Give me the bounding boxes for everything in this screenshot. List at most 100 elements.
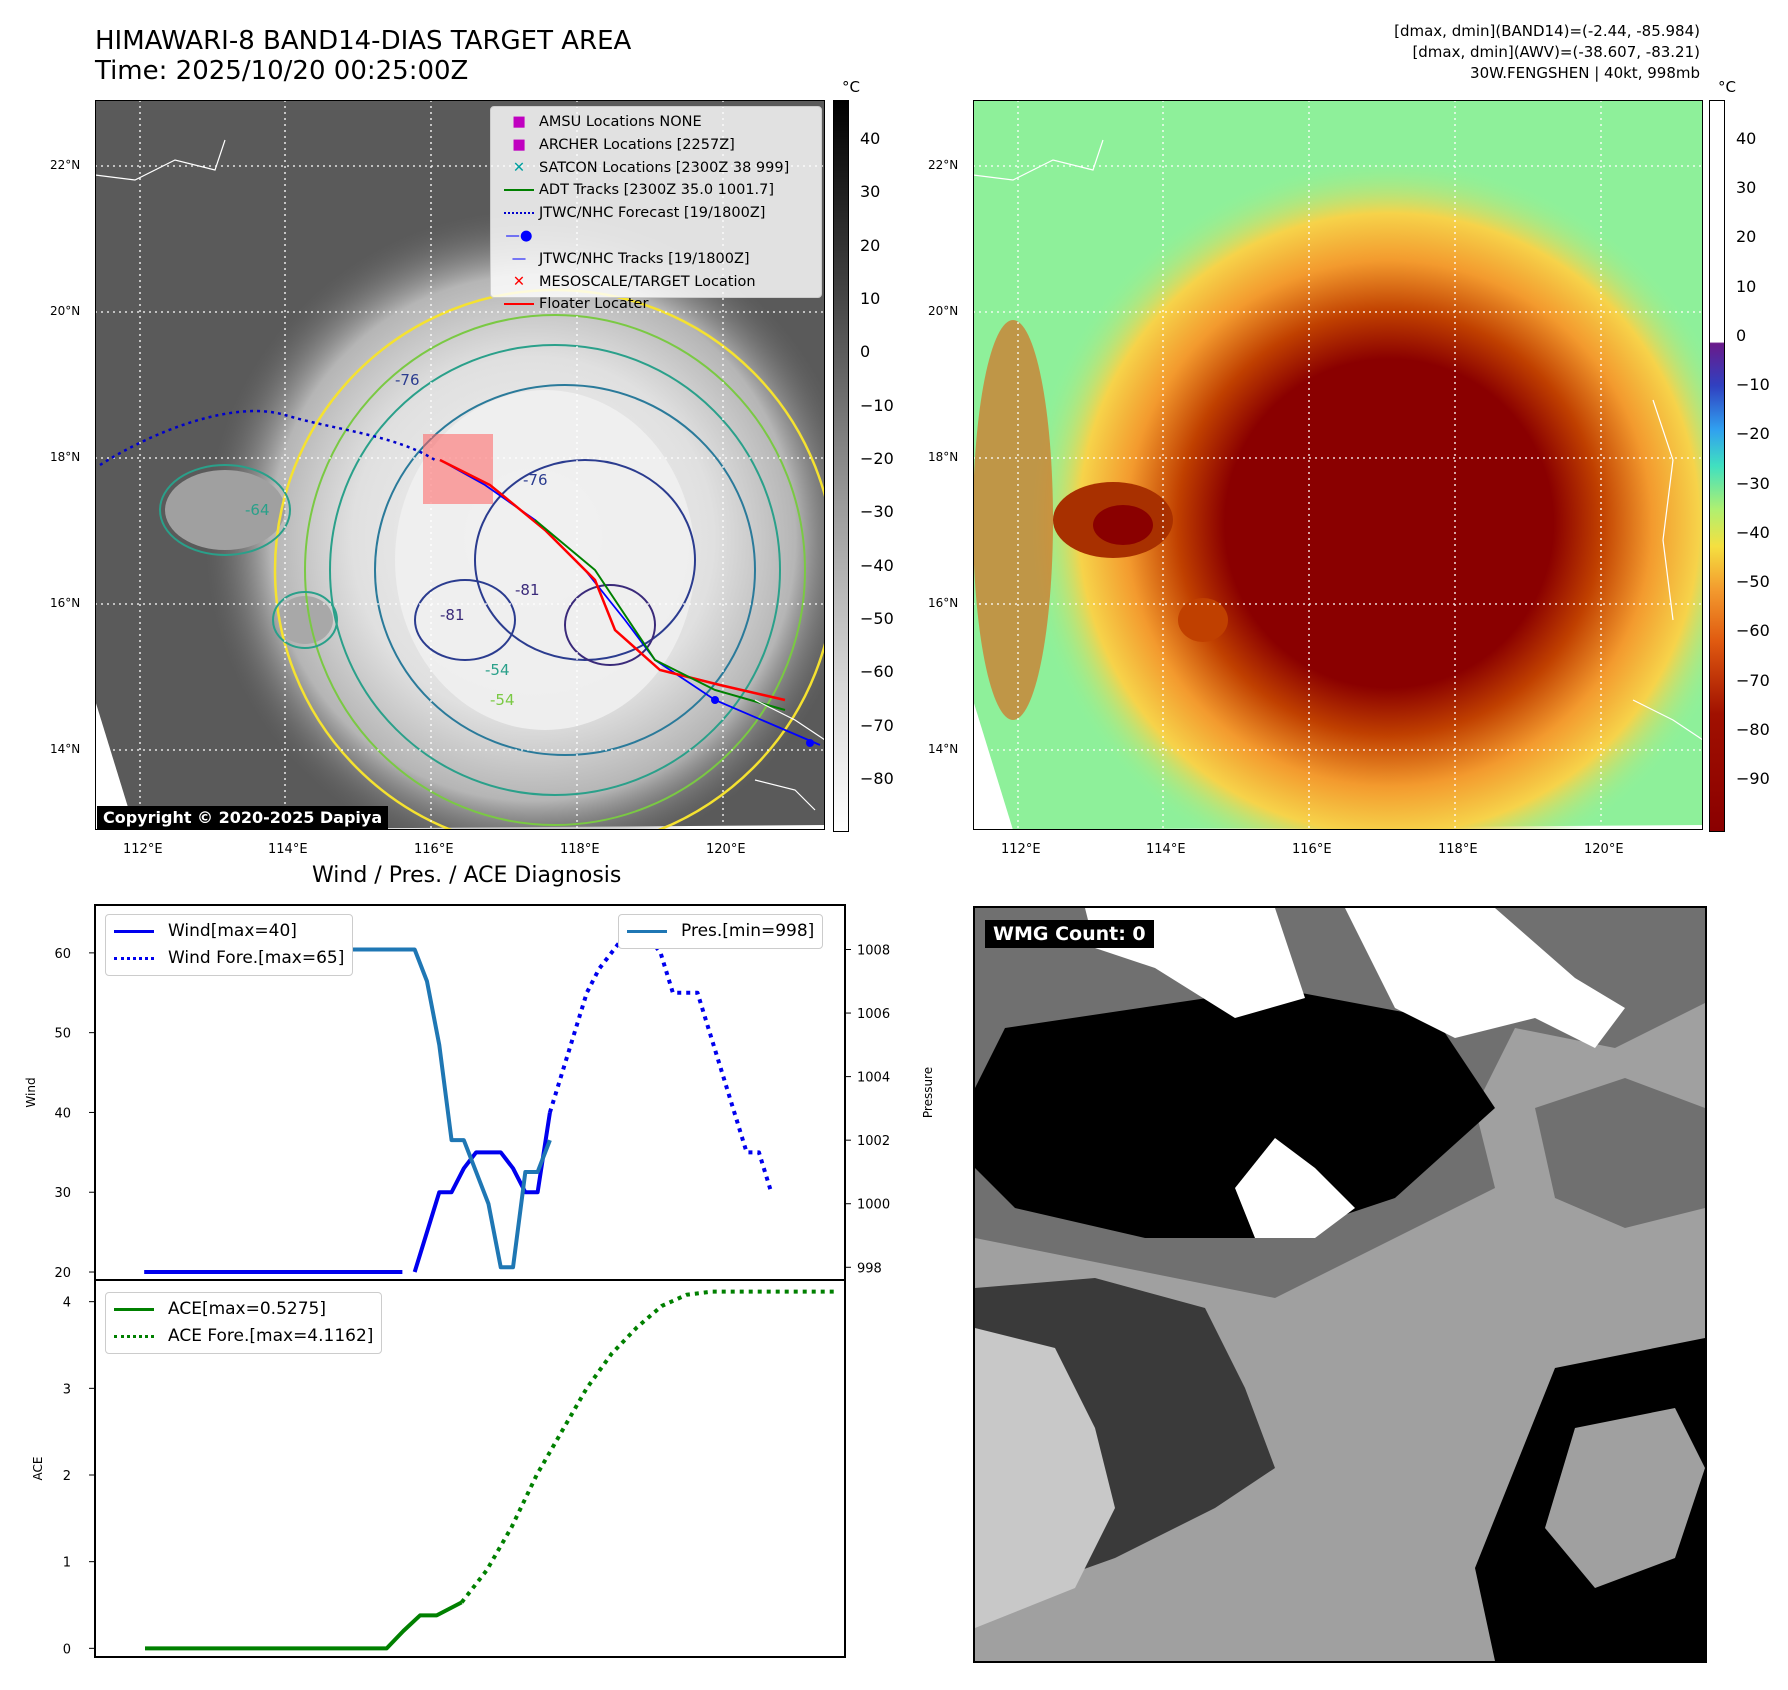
diagnosis-chart: 20 30 40 50 60 998 1000 1002 1004 1006 1008 0 1 2 3 4 Wi… (24, 904, 935, 1658)
info-line-3: 30W.FENGSHEN | 40kt, 998mb (1470, 64, 1700, 82)
wind-legend: Wind[max=40] Wind Fore.[max=65] (105, 914, 354, 976)
wind-ytick-label: 20 (54, 1266, 71, 1281)
info-line-2: [dmax, dmin](AWV)=(-38.607, -83.21) (1412, 43, 1700, 61)
colorbar-tick: −60 (860, 662, 894, 682)
colorbar-tick: 0 (860, 342, 871, 362)
colorbar-tick: −70 (860, 715, 894, 735)
colorbar-tick: −20 (1736, 424, 1770, 444)
ace-forecast-line (460, 1289, 837, 1604)
legend-entry-forecast: JTWC/NHC Forecast [19/1800Z] (499, 202, 789, 225)
colorbar-tick: −40 (1736, 522, 1770, 542)
colorbar-tick: −30 (1736, 473, 1770, 493)
colorbar-tick: 10 (860, 289, 881, 308)
ace-line (145, 1600, 463, 1651)
lon-tick: 120°E (706, 842, 746, 857)
lat-tick: 14°N (50, 742, 81, 756)
colorbar-tick: −20 (860, 449, 894, 468)
colorbar-tick: −80 (860, 769, 894, 788)
band14-map: -76 -76 -81 -81 -54 -54 -64 ■ AMSU (94, 99, 837, 852)
pressure-ytick-label: 1008 (857, 943, 890, 958)
colorbar-unit: °C (1718, 78, 1736, 96)
wind-ytick-label: 50 (54, 1027, 71, 1042)
legend-wind-forecast: Wind Fore.[max=65] (114, 945, 344, 972)
colorbar-tick: −50 (860, 609, 894, 628)
wind-line (412, 1112, 552, 1273)
lat-tick: 16°N (50, 596, 81, 610)
lon-tick: 114°E (1146, 842, 1186, 857)
lat-tick: 22°N (928, 158, 959, 172)
legend-entry-tracks: —●— JTWC/NHC Tracks [19/1800Z] (505, 227, 750, 267)
lat-tick: 20°N (928, 304, 959, 318)
colorbar-tick: 10 (1736, 276, 1757, 296)
legend-entry-archer: ■ ARCHER Locations [2257Z] (512, 136, 735, 153)
pressure-ytick-label: 1000 (857, 1198, 890, 1213)
colorbar-tick: −30 (860, 502, 894, 522)
colorbar-tick: −90 (1736, 769, 1770, 788)
pressure-legend: Pres.[min=998] (618, 914, 824, 949)
copyright-label: Copyright © 2020-2025 Dapiya (97, 806, 389, 829)
lat-tick: 18°N (50, 450, 81, 464)
colorbar-tick: 20 (1736, 227, 1757, 247)
info-line-1: [dmax, dmin](BAND14)=(-2.44, -85.984) (1394, 22, 1700, 40)
lon-tick: 112°E (123, 842, 163, 857)
awv-map (972, 99, 1704, 831)
legend-pressure: Pres.[min=998] (627, 918, 814, 945)
lon-tick: 118°E (1438, 842, 1478, 857)
legend-entry-amsu: ■ AMSU Locations NONE (512, 114, 702, 130)
ace-axis-label: ACE (31, 1457, 45, 1481)
legend-ace-forecast: ACE Fore.[max=4.1162] (114, 1323, 373, 1350)
ace-ytick-label: 4 (63, 1296, 71, 1311)
legend-wind: Wind[max=40] (114, 918, 344, 945)
band14-colorbar-ticks: 40 30 20 10 0 −10 −20 −30 −40 −50 −60 −70 −80 (856, 100, 896, 830)
wind-ytick-label: 30 (54, 1186, 71, 1201)
wind-ytick-label: 60 (54, 947, 71, 962)
band14-colorbar (833, 100, 849, 832)
legend-entry-floater: Floater Locater (499, 293, 789, 316)
legend-entry-mesoscale: ✕ MESOSCALE/TARGET Location (512, 273, 756, 290)
lat-tick: 18°N (928, 450, 959, 464)
pressure-ytick-label: 1002 (857, 1134, 890, 1149)
colorbar-tick: −60 (1736, 621, 1770, 641)
contour-label: -54 (490, 691, 515, 709)
colorbar-tick: −50 (1736, 572, 1770, 592)
lat-tick: 22°N (50, 158, 81, 172)
colorbar-tick: 30 (860, 182, 881, 202)
colorbar-tick: 40 (1736, 129, 1757, 148)
ace-ytick-label: 1 (63, 1556, 71, 1571)
colorbar-tick: −10 (860, 395, 894, 415)
contour-label: -81 (515, 581, 540, 599)
figure-time: Time: 2025/10/20 00:25:00Z (95, 56, 469, 86)
lon-tick: 118°E (560, 842, 600, 857)
legend-entry-adt: ADT Tracks [2300Z 35.0 1001.7] (499, 179, 789, 202)
colorbar-tick: −80 (1736, 719, 1770, 739)
ace-ytick-label: 3 (63, 1382, 71, 1397)
lon-tick: 120°E (1584, 842, 1624, 857)
ace-legend: ACE[max=0.5275] ACE Fore.[max=4.1162] (105, 1292, 383, 1354)
pressure-ytick-label: 1006 (857, 1007, 890, 1022)
colorbar-tick: −70 (1736, 670, 1770, 690)
colorbar-tick: 20 (860, 235, 881, 255)
lat-tick: 16°N (928, 596, 959, 610)
ace-ytick-label: 2 (63, 1469, 71, 1484)
awv-colorbar (1709, 100, 1725, 832)
contour-label: -54 (485, 661, 510, 679)
track-legend: ■ AMSU Locations NONE ■ ARCHER Locations [… (490, 106, 822, 312)
awv-colorbar-ticks: 40 30 20 10 0 −10 −20 −30 −40 −50 −60 −70 −80 −90 (1732, 100, 1772, 830)
colorbar-tick: −10 (1736, 375, 1770, 395)
contour-label: -76 (523, 471, 548, 489)
lat-tick: 20°N (50, 304, 81, 318)
colorbar-tick: 30 (1736, 178, 1757, 198)
pressure-ytick-label: 998 (857, 1261, 882, 1276)
ace-ytick-label: 0 (63, 1642, 71, 1657)
contour-label: -76 (395, 371, 420, 389)
lat-tick: 14°N (928, 742, 959, 756)
wind-axis-label: Wind (24, 1077, 38, 1107)
lon-tick: 116°E (414, 842, 454, 857)
diagnosis-title: Wind / Pres. / ACE Diagnosis (312, 863, 622, 888)
colorbar-tick: −40 (860, 555, 894, 575)
colorbar-tick: 0 (1736, 325, 1747, 345)
ace-axes-frame (94, 1279, 846, 1658)
colorbar-tick: 40 (860, 129, 881, 148)
wind-forecast-line (548, 926, 774, 1193)
contour-label: -81 (440, 606, 465, 624)
